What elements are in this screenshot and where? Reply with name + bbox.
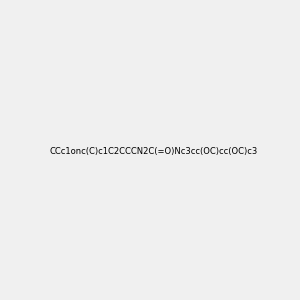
Text: CCc1onc(C)c1C2CCCN2C(=O)Nc3cc(OC)cc(OC)c3: CCc1onc(C)c1C2CCCN2C(=O)Nc3cc(OC)cc(OC)c… <box>50 147 258 156</box>
